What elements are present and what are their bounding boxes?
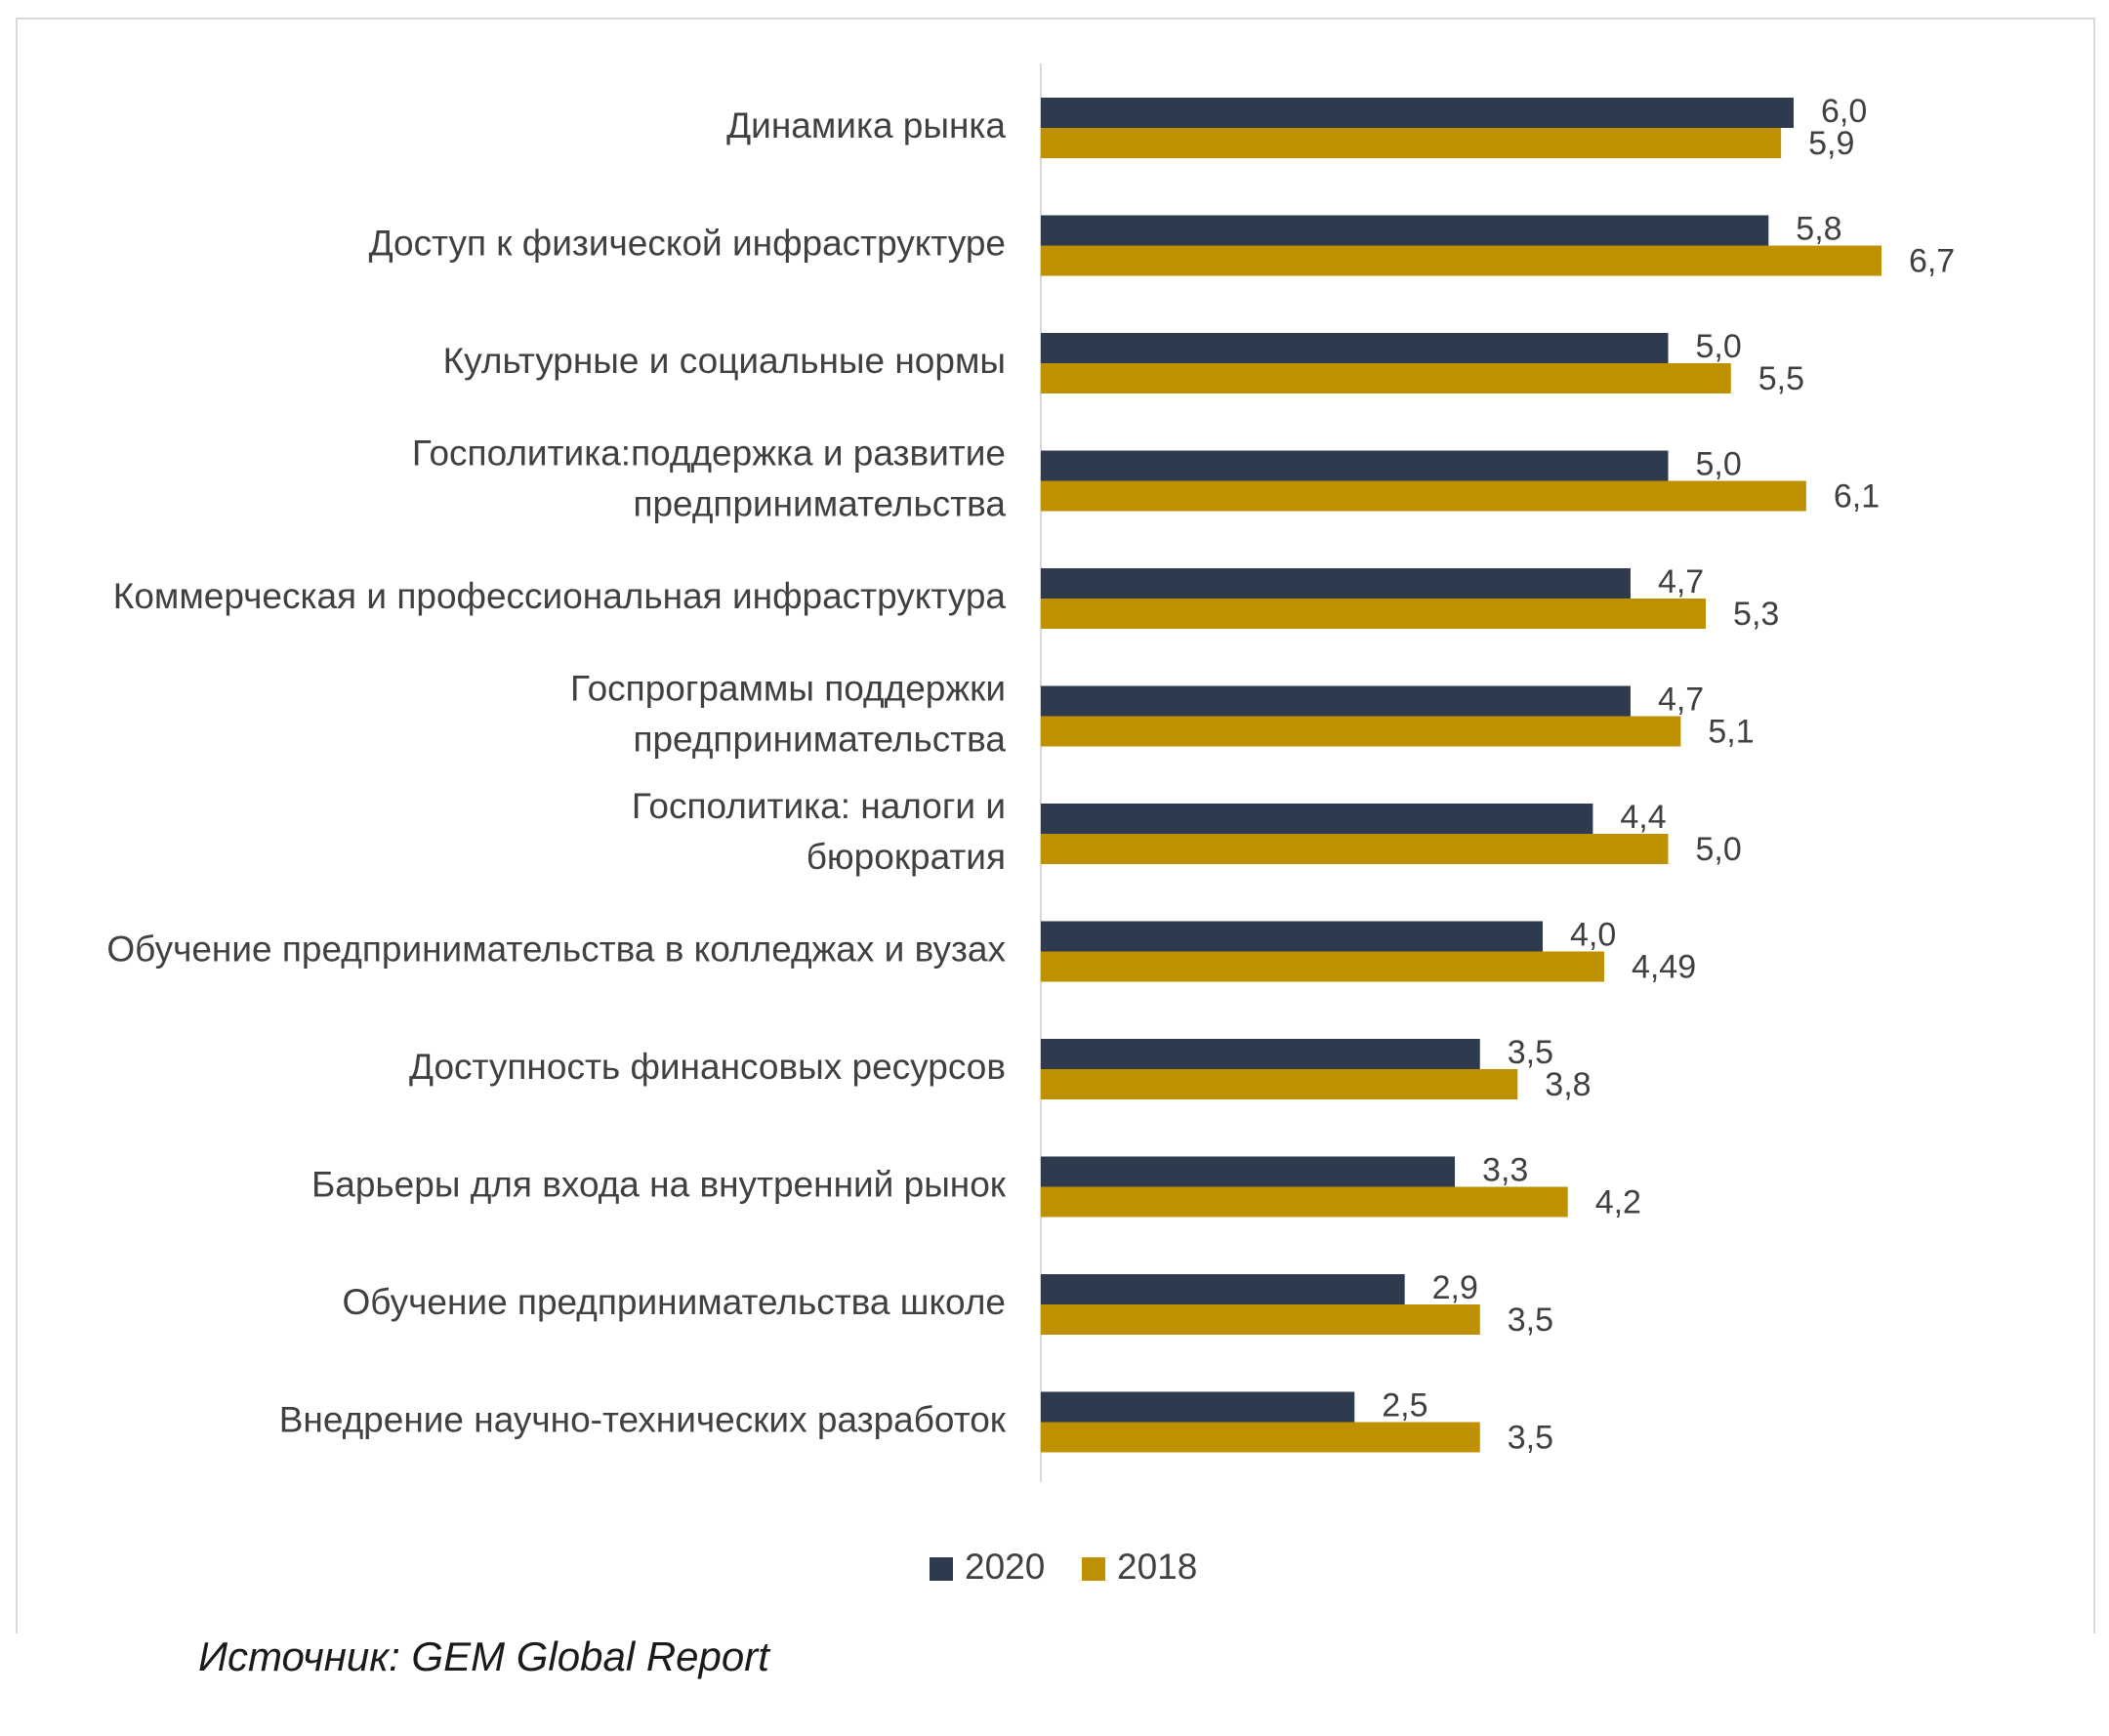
bar-2020 xyxy=(1041,98,1794,128)
legend-label-2020: 2020 xyxy=(965,1547,1045,1587)
bar-2018 xyxy=(1041,1186,1568,1218)
data-label-2020: 4,7 xyxy=(1658,681,1704,718)
bar-2020 xyxy=(1041,1156,1456,1187)
data-label-2018: 4,2 xyxy=(1595,1183,1641,1220)
data-label-2018: 4,49 xyxy=(1632,948,1696,985)
source-note: Источник: GEM Global Report xyxy=(198,1633,769,1679)
legend-swatch-2018 xyxy=(1082,1557,1105,1581)
bar-2018 xyxy=(1041,1422,1480,1453)
category-label: Обучение предпринимательства школе xyxy=(342,1282,1006,1322)
category-label: Доступность финансовых ресурсов xyxy=(409,1047,1006,1087)
category-label: Барьеры для входа на внутренний рынок xyxy=(311,1164,1007,1204)
data-label-2020: 2,9 xyxy=(1432,1269,1478,1306)
category-label: предпринимательства xyxy=(633,483,1006,523)
legend-label-2018: 2018 xyxy=(1117,1547,1197,1587)
data-label-2020: 4,7 xyxy=(1658,563,1704,600)
data-label-2018: 6,1 xyxy=(1834,477,1880,515)
data-label-2020: 4,0 xyxy=(1570,916,1616,953)
category-label: Коммерческая и профессиональная инфрастр… xyxy=(113,576,1007,616)
data-label-2020: 5,0 xyxy=(1696,445,1742,482)
bar-2020 xyxy=(1041,685,1631,717)
category-label: Госполитика:поддержка и развитие xyxy=(412,433,1006,473)
category-label: Госпрограммы поддержки xyxy=(570,668,1006,708)
data-label-2018: 5,5 xyxy=(1758,360,1804,397)
data-label-2020: 5,8 xyxy=(1796,210,1841,247)
bar-2020 xyxy=(1041,450,1669,481)
data-label-2018: 5,9 xyxy=(1808,125,1854,162)
bar-2020 xyxy=(1041,1039,1480,1069)
bar-2018 xyxy=(1041,363,1731,393)
category-label: Обучение предпринимательства в колледжах… xyxy=(106,929,1006,969)
bar-2018 xyxy=(1041,834,1669,864)
data-label-2018: 3,5 xyxy=(1508,1419,1553,1456)
data-label-2018: 5,3 xyxy=(1733,596,1779,633)
category-label: Динамика рынка xyxy=(726,105,1006,145)
data-label-2018: 6,7 xyxy=(1909,242,1955,279)
bar-2020 xyxy=(1041,921,1543,952)
data-label-2018: 5,1 xyxy=(1708,713,1754,750)
bar-2018 xyxy=(1041,951,1604,982)
legend: 2020 2018 xyxy=(930,1547,1197,1587)
category-label: бюрократия xyxy=(806,837,1006,877)
bar-2018 xyxy=(1041,245,1882,276)
legend-swatch-2020 xyxy=(930,1557,953,1581)
category-label: Доступ к физической инфраструктуре xyxy=(369,223,1006,263)
bar-2018 xyxy=(1041,128,1782,158)
data-label-2020: 3,3 xyxy=(1482,1151,1528,1188)
bar-2018 xyxy=(1041,599,1707,629)
category-label: Госполитика: налоги и xyxy=(632,786,1006,826)
bar-2018 xyxy=(1041,1304,1480,1335)
data-label-2020: 6,0 xyxy=(1821,93,1867,130)
category-label: Культурные и социальные нормы xyxy=(443,341,1006,381)
bar-2020 xyxy=(1041,1274,1405,1304)
data-label-2020: 4,4 xyxy=(1620,799,1666,836)
bar-2020 xyxy=(1041,804,1593,834)
data-label-2020: 2,5 xyxy=(1382,1386,1427,1424)
bar-2020 xyxy=(1041,568,1631,599)
bar-2020 xyxy=(1041,333,1669,363)
category-label: Внедрение научно-технических разработок xyxy=(279,1399,1007,1439)
data-label-2018: 3,5 xyxy=(1508,1302,1553,1339)
bar-2018 xyxy=(1041,1069,1518,1099)
data-label-2018: 3,8 xyxy=(1545,1066,1591,1103)
category-label: предпринимательства xyxy=(633,719,1006,759)
data-label-2020: 3,5 xyxy=(1508,1034,1553,1071)
data-label-2018: 5,0 xyxy=(1696,831,1742,868)
bar-2018 xyxy=(1041,716,1681,747)
bar-2018 xyxy=(1041,480,1806,512)
bar-2020 xyxy=(1041,1391,1355,1423)
bar-2020 xyxy=(1041,215,1769,246)
bars-layer: Динамика рынка 6,05,9 Доступ к физической … xyxy=(106,93,1955,1457)
data-label-2020: 5,0 xyxy=(1696,328,1742,365)
